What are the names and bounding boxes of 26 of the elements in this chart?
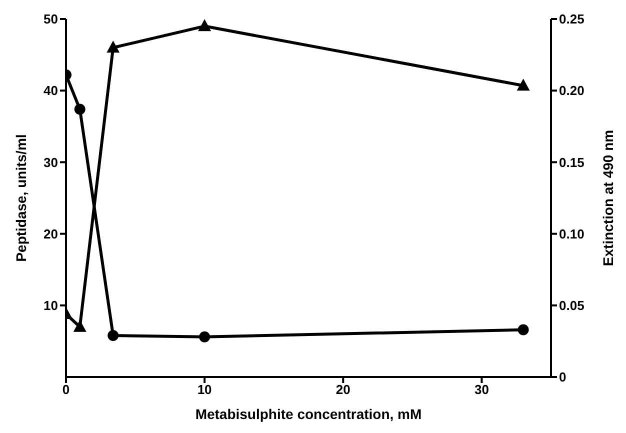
y-tick-label: 10: [44, 298, 58, 314]
y-axis-title: Peptidase, units/ml: [12, 134, 29, 262]
point: [108, 330, 119, 341]
point: [73, 320, 86, 332]
y2-tick-label: 0.25: [559, 12, 584, 27]
y2-tick-label: 0.05: [559, 298, 584, 314]
y2-axis-title: Extinction at 490 nm: [600, 130, 616, 266]
x-tick-label: 30: [474, 382, 489, 398]
x-tick-label: 0: [62, 382, 70, 398]
point: [516, 78, 530, 91]
y2-tick-label: 0.20: [559, 83, 584, 98]
y2-tick-label: 0: [559, 370, 566, 385]
y-tick-label: 50: [44, 12, 58, 27]
point: [106, 40, 120, 53]
x-tick-label: 10: [197, 382, 212, 398]
x-tick-label: 20: [336, 382, 350, 398]
point: [199, 331, 210, 342]
point: [518, 324, 529, 336]
x-axis-title: Metabisulphite concentration, mM: [195, 406, 422, 422]
point: [198, 19, 212, 32]
y-tick-label: 20: [44, 226, 58, 242]
point: [74, 104, 86, 115]
y-tick-label: 30: [44, 154, 58, 170]
y-tick-label: 40: [44, 83, 58, 98]
y2-tick-label: 0.15: [559, 154, 584, 170]
y2-tick-label: 0.10: [559, 226, 584, 242]
